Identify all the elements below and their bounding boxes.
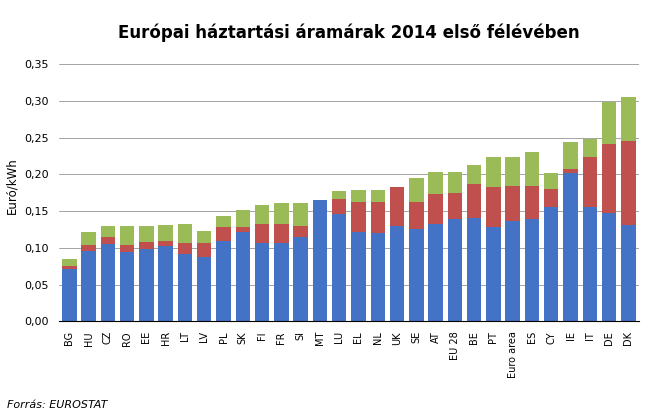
Bar: [409, 178, 424, 201]
Title: Európai háztartási áramárak 2014 első félévében: Európai háztartási áramárak 2014 első fé…: [118, 24, 580, 42]
Bar: [274, 243, 289, 321]
Bar: [139, 242, 154, 249]
Bar: [120, 252, 134, 321]
Bar: [505, 221, 520, 321]
Bar: [583, 157, 597, 207]
Bar: [448, 219, 462, 321]
Bar: [621, 140, 636, 225]
Bar: [390, 187, 404, 226]
Bar: [255, 243, 269, 321]
Bar: [448, 172, 462, 194]
Bar: [563, 142, 578, 169]
Bar: [428, 194, 443, 224]
Bar: [293, 237, 308, 321]
Bar: [544, 189, 559, 207]
Bar: [602, 213, 616, 321]
Bar: [332, 214, 346, 321]
Bar: [505, 186, 520, 221]
Bar: [332, 199, 346, 214]
Bar: [602, 102, 616, 143]
Bar: [158, 246, 173, 321]
Bar: [486, 187, 501, 227]
Bar: [525, 219, 539, 321]
Bar: [158, 225, 173, 241]
Bar: [255, 204, 269, 225]
Bar: [583, 139, 597, 157]
Bar: [583, 207, 597, 321]
Bar: [486, 227, 501, 321]
Bar: [82, 232, 96, 245]
Text: Forrás: EUROSTAT: Forrás: EUROSTAT: [7, 400, 107, 410]
Bar: [313, 200, 327, 321]
Bar: [274, 225, 289, 243]
Bar: [100, 244, 115, 321]
Bar: [100, 226, 115, 237]
Bar: [100, 237, 115, 244]
Bar: [621, 97, 636, 140]
Bar: [120, 245, 134, 252]
Bar: [602, 143, 616, 213]
Bar: [505, 157, 520, 186]
Bar: [178, 224, 192, 243]
Bar: [293, 203, 308, 226]
Bar: [563, 169, 578, 173]
Y-axis label: Euró/kWh: Euró/kWh: [6, 157, 19, 214]
Bar: [351, 190, 366, 201]
Bar: [370, 190, 385, 201]
Bar: [486, 157, 501, 187]
Bar: [467, 165, 481, 184]
Bar: [62, 259, 76, 266]
Bar: [216, 227, 231, 241]
Bar: [82, 251, 96, 321]
Bar: [274, 203, 289, 225]
Bar: [428, 172, 443, 194]
Bar: [525, 152, 539, 186]
Bar: [409, 201, 424, 229]
Bar: [235, 227, 250, 232]
Bar: [332, 191, 346, 199]
Bar: [428, 224, 443, 321]
Bar: [370, 233, 385, 321]
Bar: [158, 241, 173, 246]
Bar: [467, 184, 481, 218]
Bar: [351, 201, 366, 232]
Bar: [197, 243, 211, 257]
Bar: [563, 173, 578, 321]
Bar: [178, 255, 192, 321]
Bar: [216, 241, 231, 321]
Bar: [370, 201, 385, 233]
Bar: [255, 225, 269, 243]
Bar: [216, 215, 231, 227]
Bar: [120, 226, 134, 245]
Bar: [448, 194, 462, 219]
Bar: [139, 249, 154, 321]
Bar: [351, 232, 366, 321]
Bar: [62, 269, 76, 321]
Bar: [525, 186, 539, 219]
Bar: [409, 229, 424, 321]
Bar: [139, 226, 154, 242]
Bar: [82, 245, 96, 251]
Bar: [62, 266, 76, 269]
Bar: [178, 243, 192, 255]
Bar: [197, 231, 211, 243]
Bar: [544, 173, 559, 189]
Bar: [390, 226, 404, 321]
Bar: [235, 211, 250, 227]
Bar: [467, 218, 481, 321]
Bar: [235, 232, 250, 321]
Bar: [293, 226, 308, 237]
Bar: [621, 225, 636, 321]
Bar: [544, 207, 559, 321]
Bar: [197, 257, 211, 321]
